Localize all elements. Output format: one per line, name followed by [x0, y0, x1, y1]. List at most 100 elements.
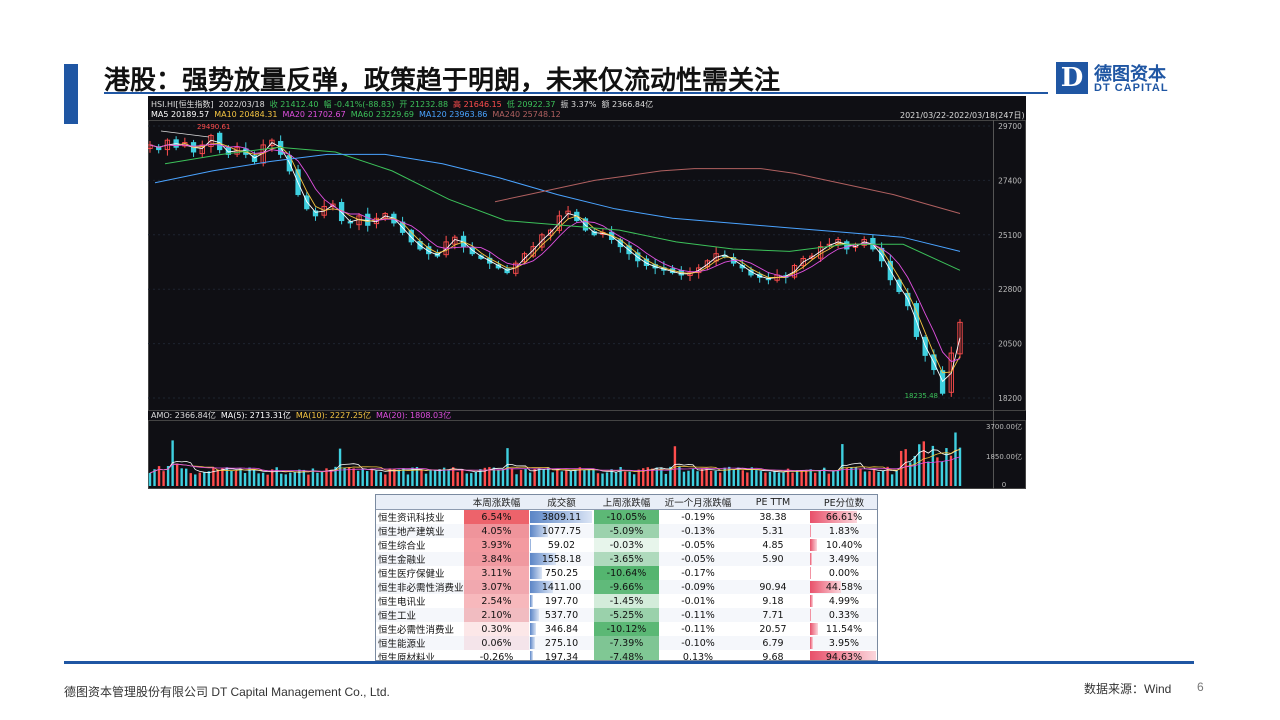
volume-bar: [524, 468, 527, 486]
amount-value: 197.34: [544, 651, 579, 661]
table-row: 恒生金融业 3.84% 1558.18 -3.65% -0.05% 5.90 3.49%: [376, 552, 877, 566]
volume-bar: [700, 468, 704, 486]
chart-info-item: MA(20): 1808.03亿: [376, 411, 452, 420]
candle-body: [217, 132, 223, 151]
volume-bar: [872, 468, 876, 486]
table-cell: 恒生电讯业: [378, 597, 426, 608]
volume-bar: [230, 470, 233, 486]
chart-info-item: 收 21412.40: [269, 100, 319, 109]
candle-body: [321, 205, 327, 216]
volume-bar: [547, 467, 550, 486]
volume-bar: [836, 470, 840, 486]
table-cell: 90.94: [759, 581, 787, 593]
candle-body: [800, 258, 806, 267]
candle-body: [199, 144, 205, 155]
sector-table: 本周涨跌幅 成交额 上周涨跌幅 近一个月涨跌幅 PE TTM PE分位数 恒生资讯科技业 6…: [375, 494, 878, 661]
hsi-kline-chart: 29700 27400 25100 22800 20500 18200 29490.61 18…: [148, 96, 1026, 489]
pe-percentile-bar: [810, 567, 812, 579]
table-row: 恒生非必需性消费业 3.07% 1411.00 -9.66% -0.09% 90.94 44…: [376, 580, 877, 594]
pe-percentile-bar: [810, 609, 812, 621]
amount-bar: [530, 511, 593, 523]
volume-bar: [528, 472, 532, 486]
volume-bar: [732, 469, 735, 486]
volume-bar: [388, 468, 392, 486]
pe-percentile-bar: [810, 539, 818, 551]
volume-bar: [221, 468, 224, 486]
volume-bar: [384, 474, 387, 486]
volume-bar: [375, 470, 378, 486]
amount-value: 1411.00: [541, 581, 582, 593]
volume-bar: [298, 469, 301, 486]
volume-bar: [465, 473, 468, 486]
chart-info-line: HSI.HI[恒生指数] 2022/03/18 收 21412.40 幅 -0.41%…: [151, 99, 658, 110]
candle-body: [643, 258, 650, 266]
volume-bar: [352, 468, 355, 486]
volume-bar: [890, 474, 894, 486]
volume-bar: [483, 467, 487, 486]
volume-bar: [927, 461, 930, 486]
table-cell: 3.84%: [464, 552, 529, 566]
volume-bar: [578, 467, 582, 486]
pe-percentile-value: 0.00%: [828, 567, 860, 579]
amount-bar: [530, 581, 554, 593]
volume-bar: [795, 470, 799, 486]
volume-bar: [601, 473, 604, 486]
volume-bar: [646, 467, 649, 486]
volume-bar: [655, 467, 659, 486]
table-cell: 10.40%: [809, 538, 877, 552]
table-cell: 66.61%: [809, 510, 877, 525]
volume-bar: [551, 472, 554, 486]
vol-ma20-line: [149, 456, 961, 474]
volume-bar: [379, 472, 382, 486]
volume-bar: [257, 473, 260, 486]
volume-bar: [936, 457, 939, 486]
candle-body: [156, 146, 162, 151]
volume-bar: [537, 468, 541, 486]
volume-bar: [343, 467, 346, 486]
pe-percentile-bar: [810, 637, 813, 649]
amount-bar: [530, 553, 556, 565]
pe-percentile-value: 66.61%: [825, 511, 863, 523]
table-cell: 94.63%: [809, 650, 877, 660]
chart-info-item: AMO: 2366.84亿: [151, 411, 216, 420]
table-header-cell: PE TTM: [737, 495, 809, 510]
pe-percentile-bar: [810, 581, 842, 593]
table-cell: -10.05%: [594, 509, 659, 524]
volume-bar: [565, 470, 568, 486]
candle-body: [809, 255, 815, 259]
candle-body: [591, 231, 597, 236]
pe-percentile-value: 44.58%: [825, 581, 863, 593]
high-pointer: [160, 130, 210, 138]
footer-company: 德图资本管理股份有限公司 DT Capital Management Co., …: [64, 685, 390, 699]
table-cell: 537.70: [529, 608, 594, 622]
logo-mark: D: [1056, 62, 1088, 94]
volume-bar: [492, 467, 496, 486]
volume-bar: [338, 448, 342, 486]
table-cell: 0.06%: [464, 636, 529, 650]
volume-bar: [863, 471, 867, 486]
table-cell: 恒生资讯科技业: [378, 513, 445, 524]
volume-bar: [302, 469, 306, 486]
price-tick-label: 27400: [998, 176, 1022, 185]
table-cell: 恒生地产建筑业: [378, 527, 445, 538]
volume-bar: [198, 472, 201, 486]
table-cell: 1.83%: [809, 524, 877, 538]
table-cell: -7.48%: [594, 650, 659, 660]
amount-bar: [530, 539, 531, 551]
table-cell: 恒生非必需性消费业: [378, 583, 464, 594]
volume-bar: [773, 470, 776, 486]
chart-info-item: 2022/03/18: [218, 100, 265, 109]
table-cell: 恒生综合业: [378, 541, 426, 552]
table-cell: 11.54%: [809, 622, 877, 636]
volume-bar: [777, 472, 781, 486]
volume-bar: [637, 469, 640, 486]
table-header-cell: 近一个月涨跌幅: [659, 495, 737, 510]
candle-body: [312, 210, 319, 217]
volume-bar: [479, 469, 482, 486]
table-cell: 恒生原材料业: [378, 653, 436, 661]
table-cell: -0.17%: [681, 567, 715, 579]
candle-body: [251, 155, 258, 162]
table-cell: 0.33%: [809, 608, 877, 622]
chart-info-item: MA240 25748.12: [492, 110, 561, 119]
volume-bar: [786, 468, 790, 486]
